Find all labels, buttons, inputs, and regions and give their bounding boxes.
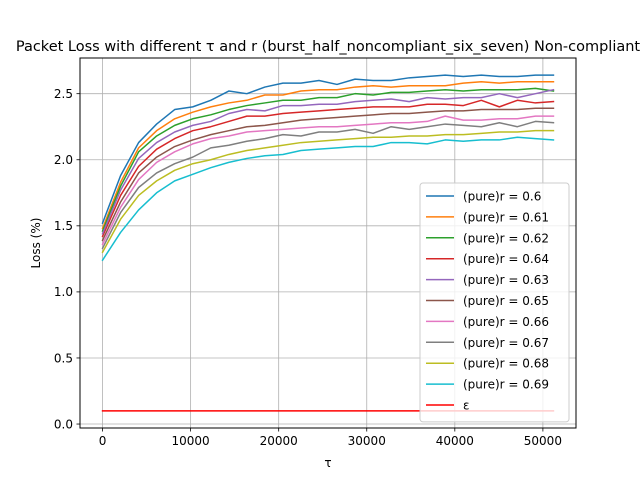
x-axis-label: τ [324, 456, 331, 470]
series-line-4 [101, 88, 555, 235]
x-tick-label: 10000 [172, 434, 210, 448]
legend-label-3: (pure)r = 0.64 [463, 252, 549, 266]
x-tick-label: 30000 [348, 434, 386, 448]
legend-label-10: ε [463, 399, 470, 413]
y-tick-label: 2.0 [54, 153, 73, 167]
legend-label-9: (pure)r = 0.69 [463, 378, 549, 392]
y-tick-label: 1.0 [54, 285, 73, 299]
series-lines [101, 74, 555, 412]
legend: (pure)r = 0.6 (pure)r = 0.61 (pure)r = 0.6… [419, 182, 570, 423]
plot-frame [79, 57, 577, 429]
axis-ticks: 0 10000 20000 30000 40000 50000 0.0 0.5 1.0 1.5 2.… [54, 87, 562, 448]
legend-label-1: (pure)r = 0.61 [463, 210, 549, 224]
x-tick-label: 40000 [436, 434, 474, 448]
legend-label-7: (pure)r = 0.67 [463, 336, 549, 350]
series-line-6 [101, 115, 555, 246]
x-tick-label: 50000 [524, 434, 562, 448]
legend-label-0: (pure)r = 0.6 [463, 190, 541, 204]
series-line-1 [101, 81, 555, 230]
y-tick-label: 1.5 [54, 219, 73, 233]
y-tick-label: 0.5 [54, 351, 73, 365]
legend-label-6: (pure)r = 0.66 [463, 315, 549, 329]
series-line-2 [101, 87, 555, 233]
series-line-0 [101, 74, 555, 225]
series-line-8 [101, 129, 555, 254]
legend-label-2: (pure)r = 0.62 [463, 231, 549, 245]
x-tick-label: 20000 [260, 434, 298, 448]
y-axis-label: Loss (%) [29, 218, 43, 269]
series-line-3 [101, 99, 555, 238]
series-line-9 [101, 136, 555, 262]
y-tick-label: 0.0 [54, 417, 73, 431]
x-tick-label: 0 [99, 434, 107, 448]
chart-title: Packet Loss with different τ and r (burs… [16, 39, 640, 55]
series-line-5 [101, 107, 555, 242]
legend-label-4: (pure)r = 0.63 [463, 273, 549, 287]
y-tick-label: 2.5 [54, 87, 73, 101]
series-line-7 [101, 120, 555, 250]
legend-label-8: (pure)r = 0.68 [463, 357, 549, 371]
legend-label-5: (pure)r = 0.65 [463, 294, 549, 308]
legend-box [419, 182, 570, 423]
